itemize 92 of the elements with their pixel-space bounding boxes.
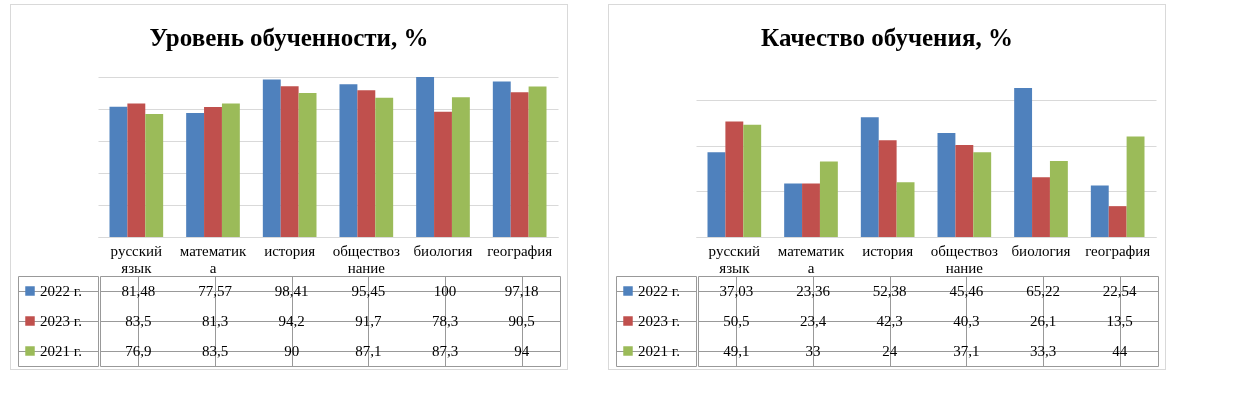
data-label: 50,5 bbox=[723, 313, 750, 329]
data-label: 94,2 bbox=[278, 313, 305, 329]
chart-title: Уровень обученности, % bbox=[149, 23, 429, 51]
data-label: 77,57 bbox=[198, 283, 233, 299]
bar bbox=[784, 183, 803, 237]
x-tick-label: география bbox=[1085, 242, 1151, 259]
data-label: 90,5 bbox=[508, 313, 535, 329]
bar bbox=[937, 133, 956, 237]
data-label: 100 bbox=[433, 283, 457, 299]
bar bbox=[375, 97, 394, 237]
data-label: 13,5 bbox=[1106, 313, 1133, 329]
legend-label: 2022 г. bbox=[638, 283, 680, 299]
bar bbox=[145, 113, 164, 237]
data-label: 76,9 bbox=[125, 343, 152, 359]
data-label: 24 bbox=[882, 343, 898, 359]
data-label: 94 bbox=[514, 343, 530, 359]
bar bbox=[298, 93, 317, 237]
bar bbox=[973, 152, 992, 237]
bar bbox=[528, 86, 547, 237]
bar bbox=[1014, 87, 1033, 237]
legend-label: 2022 г. bbox=[40, 283, 82, 299]
bar bbox=[451, 97, 470, 237]
bar bbox=[819, 161, 838, 237]
x-tick-label: история bbox=[862, 242, 914, 259]
bar bbox=[510, 92, 529, 237]
data-label: 78,3 bbox=[431, 313, 459, 329]
data-label: 23,36 bbox=[796, 283, 831, 299]
data-label: 49,1 bbox=[723, 343, 750, 359]
x-tick-label: математика bbox=[179, 242, 247, 276]
data-label: 33 bbox=[805, 343, 821, 359]
bar bbox=[860, 117, 879, 237]
data-label: 22,54 bbox=[1102, 283, 1138, 299]
bar bbox=[416, 77, 435, 237]
data-label: 83,5 bbox=[125, 313, 152, 329]
data-label: 90 bbox=[284, 343, 300, 359]
data-label: 52,38 bbox=[872, 283, 907, 299]
bar bbox=[109, 106, 128, 237]
chart-title: Качество обучения, % bbox=[761, 23, 1013, 51]
bar bbox=[1126, 136, 1145, 237]
bar bbox=[1108, 206, 1127, 237]
bar bbox=[707, 152, 726, 237]
data-label: 33,3 bbox=[1029, 343, 1057, 359]
data-label: 37,03 bbox=[719, 283, 754, 299]
x-tick-label: математика bbox=[777, 242, 845, 276]
data-label: 87,1 bbox=[355, 343, 382, 359]
legend-label: 2023 г. bbox=[40, 313, 82, 329]
data-label: 65,22 bbox=[1026, 283, 1060, 299]
data-label: 98,41 bbox=[274, 283, 309, 299]
x-tick-label: обществознание bbox=[332, 242, 401, 276]
data-label: 37,1 bbox=[953, 343, 980, 359]
bar bbox=[262, 79, 281, 237]
data-label: 97,18 bbox=[504, 283, 539, 299]
bar bbox=[357, 90, 376, 237]
x-tick-label: русский язык bbox=[110, 242, 163, 276]
x-tick-label: биология bbox=[1011, 242, 1071, 259]
data-label: 42,3 bbox=[876, 313, 903, 329]
bar bbox=[1090, 185, 1109, 237]
legend-label: 2021 г. bbox=[40, 343, 82, 359]
bar bbox=[1032, 177, 1050, 237]
data-label: 40,3 bbox=[953, 313, 980, 329]
bar bbox=[221, 103, 240, 237]
x-tick-label: русский язык bbox=[708, 242, 761, 276]
bar bbox=[1049, 160, 1068, 237]
bar bbox=[492, 81, 511, 237]
bar bbox=[127, 103, 146, 237]
x-tick-label: география bbox=[487, 242, 553, 259]
bar bbox=[339, 84, 358, 237]
legend-label: 2021 г. bbox=[638, 343, 680, 359]
bar bbox=[743, 124, 762, 237]
data-label: 87,3 bbox=[431, 343, 459, 359]
x-tick-label: биология bbox=[413, 242, 473, 259]
legend-label: 2023 г. bbox=[638, 313, 680, 329]
x-tick-label: история bbox=[264, 242, 316, 259]
bar bbox=[434, 111, 452, 237]
data-label: 44 bbox=[1112, 343, 1128, 359]
data-label: 81,48 bbox=[121, 283, 156, 299]
data-label: 83,5 bbox=[201, 343, 229, 359]
data-label: 95,45 bbox=[351, 283, 386, 299]
bar bbox=[878, 140, 897, 237]
bar bbox=[896, 182, 915, 237]
bar bbox=[280, 86, 299, 237]
bar bbox=[802, 183, 820, 237]
data-label: 81,3 bbox=[201, 313, 229, 329]
x-tick-label: обществознание bbox=[930, 242, 999, 276]
data-label: 45,46 bbox=[949, 283, 984, 299]
bar bbox=[725, 121, 744, 237]
bar bbox=[204, 106, 222, 237]
bar bbox=[186, 112, 205, 237]
data-label: 91,7 bbox=[355, 313, 382, 329]
data-label: 26,1 bbox=[1029, 313, 1057, 329]
bar bbox=[955, 144, 974, 237]
data-label: 23,4 bbox=[799, 313, 827, 329]
